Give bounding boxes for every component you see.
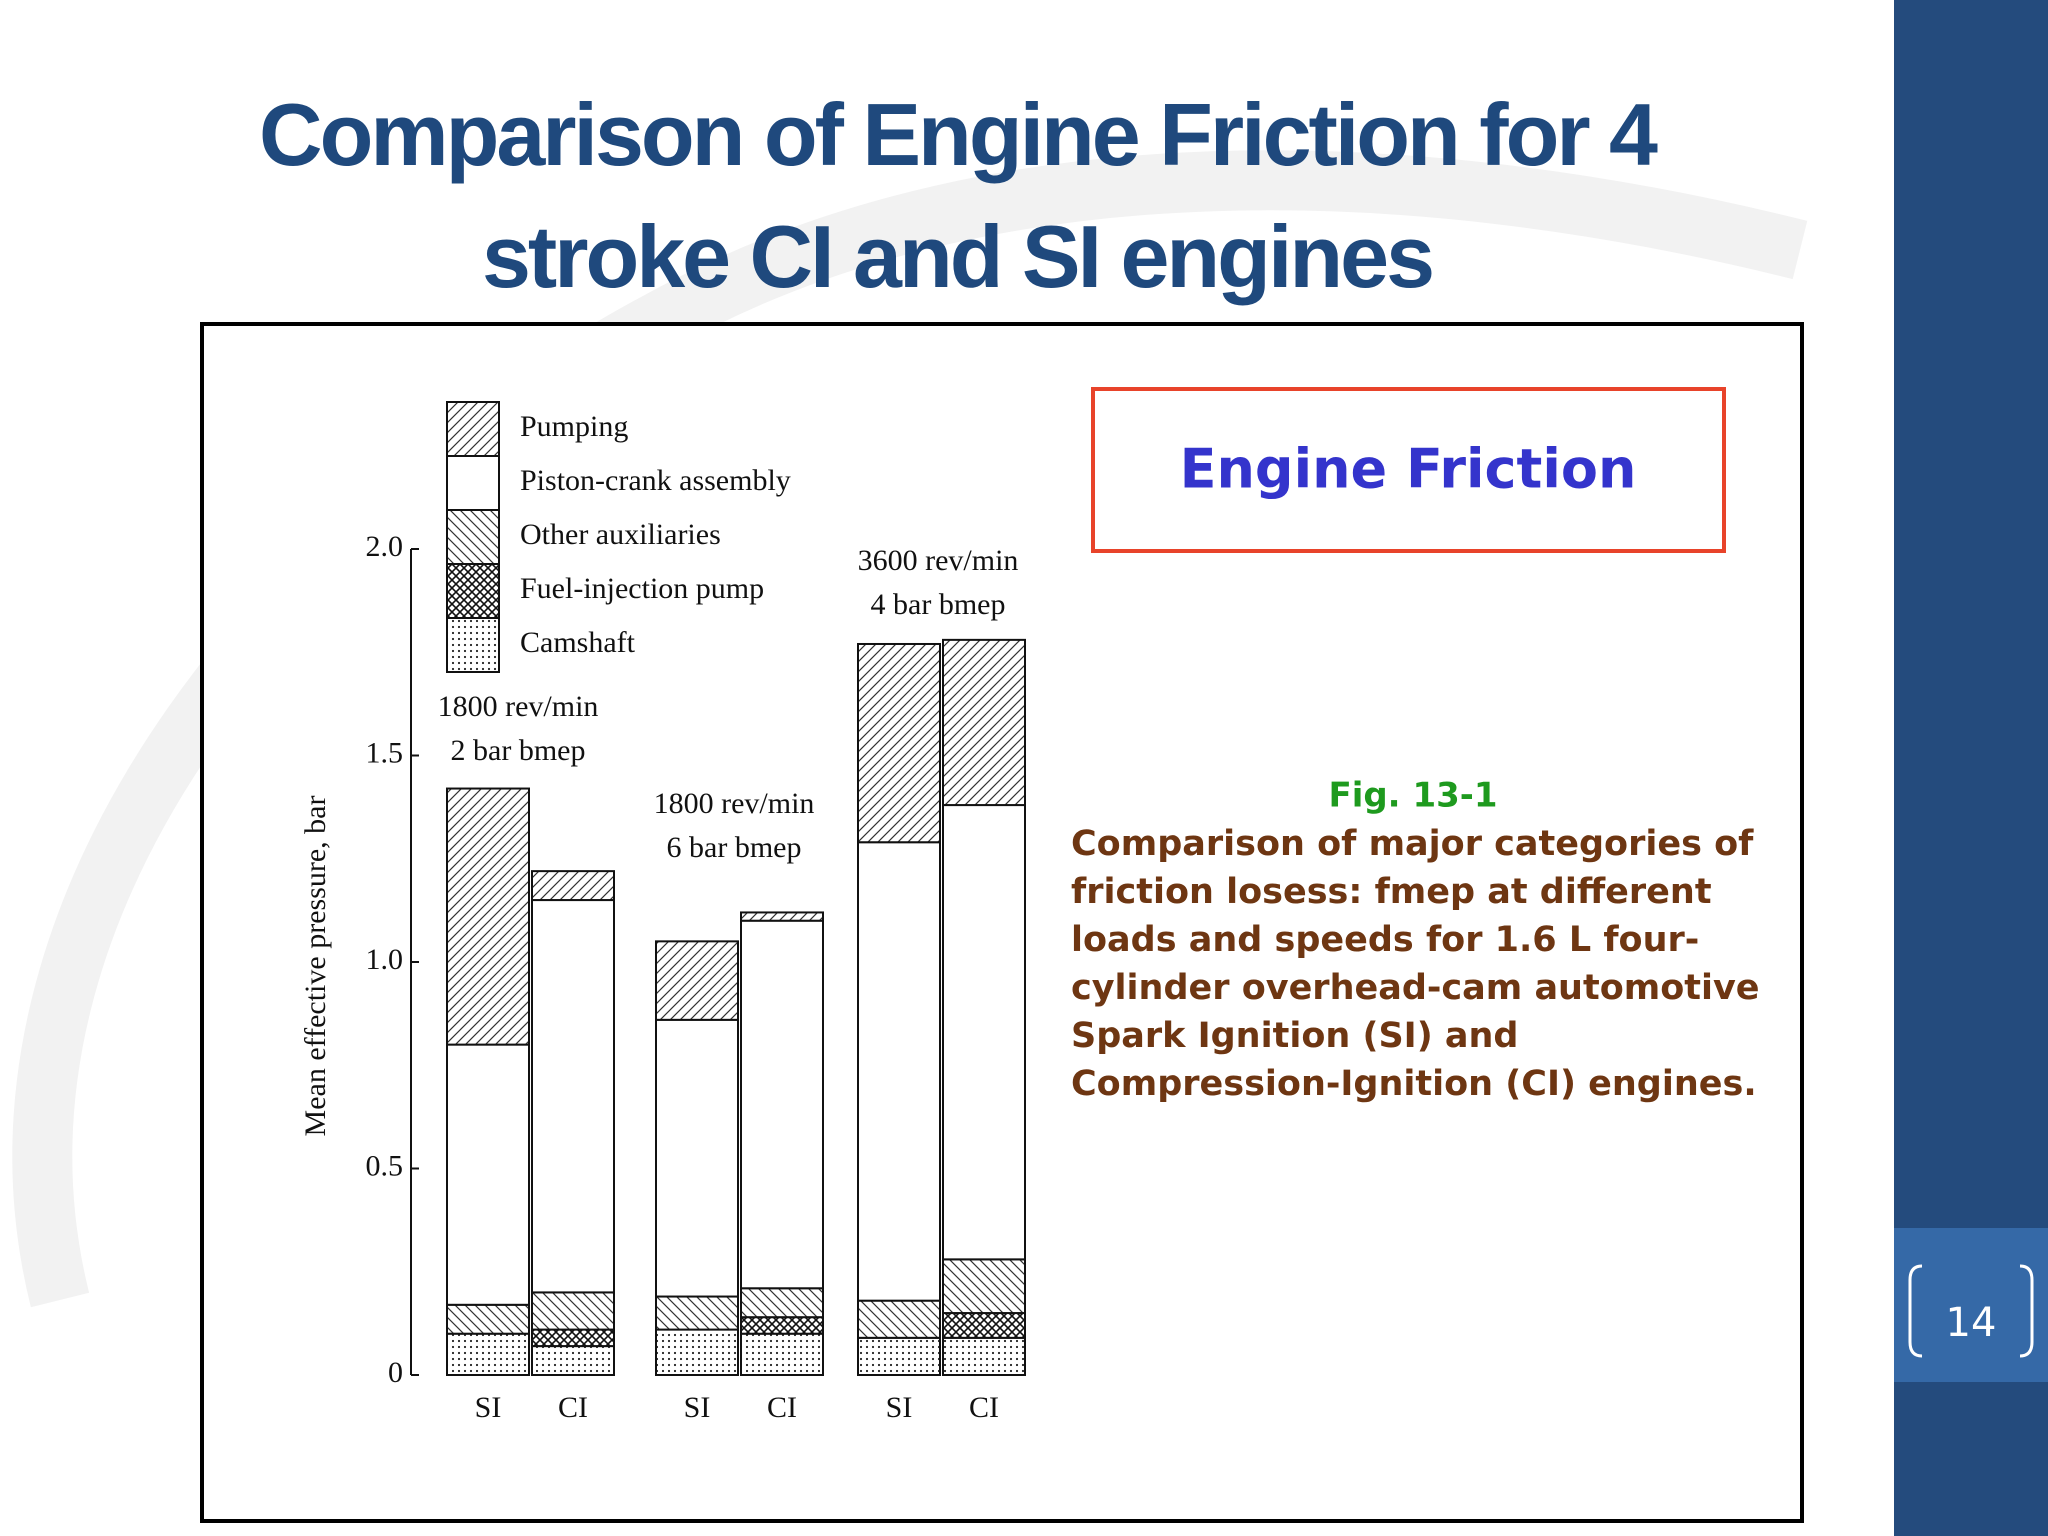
group-label: 3600 rev/min — [858, 544, 1019, 577]
figure-label: Fig. 13-1 — [1328, 776, 1497, 816]
bar-segment — [942, 1336, 1026, 1376]
legend-label: Fuel-injection pump — [520, 572, 764, 605]
caption-line: Comparison of major categories of — [1071, 824, 1754, 864]
bracket-left — [1908, 1264, 1923, 1358]
bar-segment — [857, 1336, 941, 1376]
bar-segment — [531, 1291, 615, 1331]
bar-segment — [740, 1316, 824, 1335]
bar-segment — [655, 1295, 739, 1331]
bar-segment — [740, 919, 824, 1290]
bar-segment — [740, 1287, 824, 1319]
background-swirl — [12, 150, 1808, 1308]
x-tick-label: SI — [684, 1391, 711, 1424]
bar-segment — [942, 1312, 1026, 1339]
x-tick-label: CI — [767, 1391, 797, 1424]
bar-segment — [446, 1332, 530, 1376]
y-axis-label: Mean effective pressure, bar — [299, 796, 332, 1137]
bar-segment — [446, 787, 530, 1046]
caption-line: friction losess: fmep at different — [1071, 872, 1712, 912]
group-label: 4 bar bmep — [871, 588, 1006, 621]
y-tick-label: 1.5 — [366, 736, 404, 769]
x-tick-label: CI — [558, 1391, 588, 1424]
caption-line: Spark Ignition (SI) and — [1071, 1016, 1518, 1056]
bar-segment — [446, 1043, 530, 1306]
legend-label: Camshaft — [520, 626, 636, 659]
bar-segment — [531, 899, 615, 1294]
y-tick-label: 1.0 — [366, 943, 404, 976]
bar-segment — [942, 804, 1026, 1261]
bar-segment — [942, 1258, 1026, 1315]
bar-segment — [857, 642, 941, 844]
group-label: 6 bar bmep — [667, 831, 802, 864]
group-label: 1800 rev/min — [654, 787, 815, 820]
y-tick-label: 0 — [388, 1356, 403, 1389]
y-tick-label: 2.0 — [366, 530, 404, 563]
bar-segment — [740, 1332, 824, 1376]
callout-text: Engine Friction — [1180, 438, 1637, 501]
bar-segment — [655, 1328, 739, 1376]
group-label: 2 bar bmep — [451, 734, 586, 767]
bar-segment — [740, 911, 824, 922]
caption-line: cylinder overhead-cam automotive — [1071, 968, 1760, 1008]
callout-box — [1091, 387, 1726, 553]
x-tick-label: SI — [475, 1391, 502, 1424]
legend-label: Other auxiliaries — [520, 518, 721, 551]
legend-swatch — [446, 617, 500, 673]
bar-segment — [531, 1328, 615, 1348]
bar-segment — [655, 940, 739, 1021]
x-tick-label: SI — [886, 1391, 913, 1424]
bar-segment — [655, 1018, 739, 1298]
page-number: 14 — [1946, 1300, 1997, 1346]
legend-swatch — [446, 563, 500, 619]
chart: 0 0.5 1.0 1.5 2.0 SI CI SI CI SI CI 1800 rev/min 2 b… — [366, 401, 1026, 1424]
legend-swatch — [446, 401, 500, 457]
legend-swatch — [446, 509, 500, 565]
group-label: 1800 rev/min — [438, 690, 599, 723]
legend-swatch — [446, 455, 500, 511]
bar-segment — [942, 638, 1026, 807]
caption-line: loads and speeds for 1.6 L four- — [1071, 920, 1699, 960]
bar-segment — [446, 1303, 530, 1335]
x-tick-label: CI — [969, 1391, 999, 1424]
bar-segment — [531, 870, 615, 902]
bar-segment — [857, 841, 941, 1302]
legend-label: Piston-crank assembly — [520, 464, 791, 497]
bar-segment — [531, 1345, 615, 1376]
slide-title: Comparison of Engine Friction for 4 — [259, 85, 1658, 184]
caption-line: Compression-Ignition (CI) engines. — [1071, 1064, 1757, 1104]
y-tick-label: 0.5 — [366, 1149, 404, 1182]
bar-segment — [857, 1299, 941, 1339]
slide-title: stroke CI and SI engines — [482, 207, 1432, 306]
bracket-right — [2019, 1264, 2034, 1358]
legend-label: Pumping — [520, 410, 628, 443]
